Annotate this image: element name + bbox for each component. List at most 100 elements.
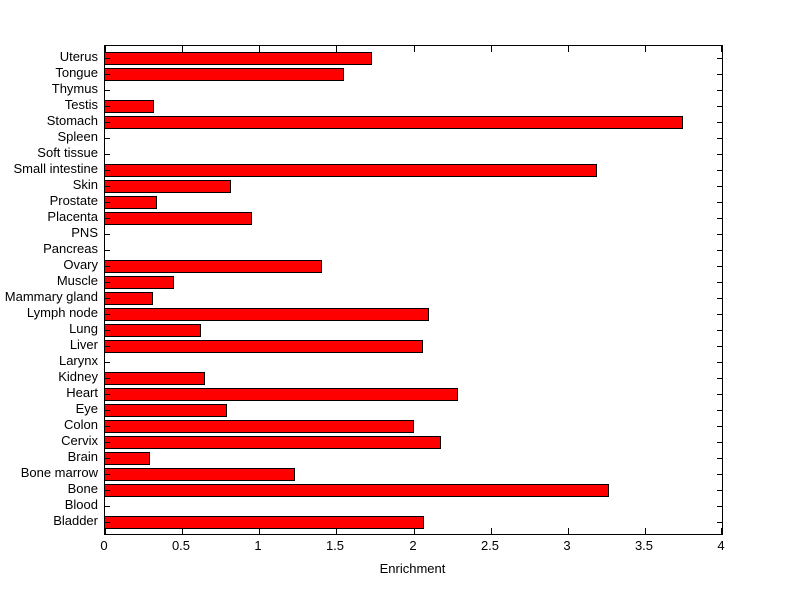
y-tick-right [717,122,722,123]
x-tick-label: 3 [563,538,571,553]
x-tick-top [645,46,646,52]
y-tick-left [105,74,110,75]
bar [105,52,372,65]
y-tick-left [105,442,110,443]
y-tick-right [717,58,722,59]
x-tick-top [721,46,722,52]
bar [105,308,429,321]
x-axis-title: Enrichment [379,561,446,576]
y-tick-left [105,282,110,283]
bar [105,196,157,209]
x-tick-bottom [182,528,183,534]
x-tick-bottom [721,528,722,534]
y-tick-right [717,170,722,171]
y-tick-right [717,138,722,139]
y-tick-left [105,202,110,203]
x-tick-top [105,46,106,52]
bar [105,388,458,401]
x-tick-bottom [491,528,492,534]
y-tick-right [717,362,722,363]
y-tick-label: Lung [69,321,98,336]
y-tick-left [105,170,110,171]
y-tick-right [717,426,722,427]
y-tick-label: Larynx [58,353,98,368]
x-tick-top [491,46,492,52]
x-tick-top [259,46,260,52]
y-tick-label: Bone marrow [20,465,98,480]
y-tick-label: Uterus [59,49,98,64]
bar [105,212,252,225]
bar [105,420,414,433]
bar [105,100,154,113]
y-tick-label: Kidney [58,369,98,384]
y-tick-left [105,250,110,251]
y-tick-label: Soft tissue [37,145,98,160]
y-tick-right [717,394,722,395]
y-tick-label: Blood [64,497,98,512]
y-tick-left [105,394,110,395]
bar [105,324,201,337]
x-tick-label: 2.5 [480,538,500,553]
y-tick-right [717,250,722,251]
x-tick-top [568,46,569,52]
y-tick-label: Skin [72,177,98,192]
y-tick-left [105,362,110,363]
y-tick-left [105,138,110,139]
y-tick-right [717,298,722,299]
y-tick-left [105,410,110,411]
y-tick-label: Spleen [57,129,98,144]
bar [105,180,231,193]
y-tick-left [105,122,110,123]
x-tick-bottom [568,528,569,534]
y-tick-left [105,298,110,299]
x-tick-top [182,46,183,52]
y-tick-right [717,410,722,411]
y-tick-label: Bladder [53,513,98,528]
y-tick-label: Eye [75,401,98,416]
x-tick-label: 2 [409,538,417,553]
y-tick-right [717,378,722,379]
x-tick-label: 3.5 [634,538,654,553]
y-tick-right [717,522,722,523]
y-tick-label: Muscle [56,273,98,288]
y-tick-right [717,330,722,331]
y-tick-label: Liver [69,337,98,352]
y-tick-label: Tongue [55,65,98,80]
y-tick-label: Mammary gland [4,289,98,304]
y-tick-label: Ovary [63,257,98,272]
y-tick-left [105,490,110,491]
y-tick-left [105,186,110,187]
bar [105,164,597,177]
y-tick-left [105,266,110,267]
bar [105,404,227,417]
bar [105,436,441,449]
y-tick-label: Heart [66,385,98,400]
y-tick-left [105,58,110,59]
x-tick-bottom [336,528,337,534]
y-tick-label: Bone [67,481,98,496]
bar [105,116,683,129]
y-tick-right [717,154,722,155]
y-tick-left [105,234,110,235]
y-tick-left [105,378,110,379]
y-tick-label: Brain [67,449,98,464]
y-tick-label: Cervix [61,433,98,448]
y-tick-left [105,218,110,219]
y-tick-right [717,458,722,459]
y-tick-label: Testis [64,97,98,112]
y-tick-left [105,154,110,155]
bar [105,340,423,353]
bar [105,276,174,289]
y-tick-label: Pancreas [43,241,98,256]
bar [105,292,153,305]
y-tick-right [717,74,722,75]
y-tick-label: Placenta [47,209,98,224]
x-tick-bottom [645,528,646,534]
y-tick-label: Stomach [46,113,98,128]
x-tick-label: 0 [100,538,108,553]
y-tick-left [105,426,110,427]
y-tick-label: Prostate [49,193,98,208]
y-tick-right [717,234,722,235]
y-tick-left [105,346,110,347]
